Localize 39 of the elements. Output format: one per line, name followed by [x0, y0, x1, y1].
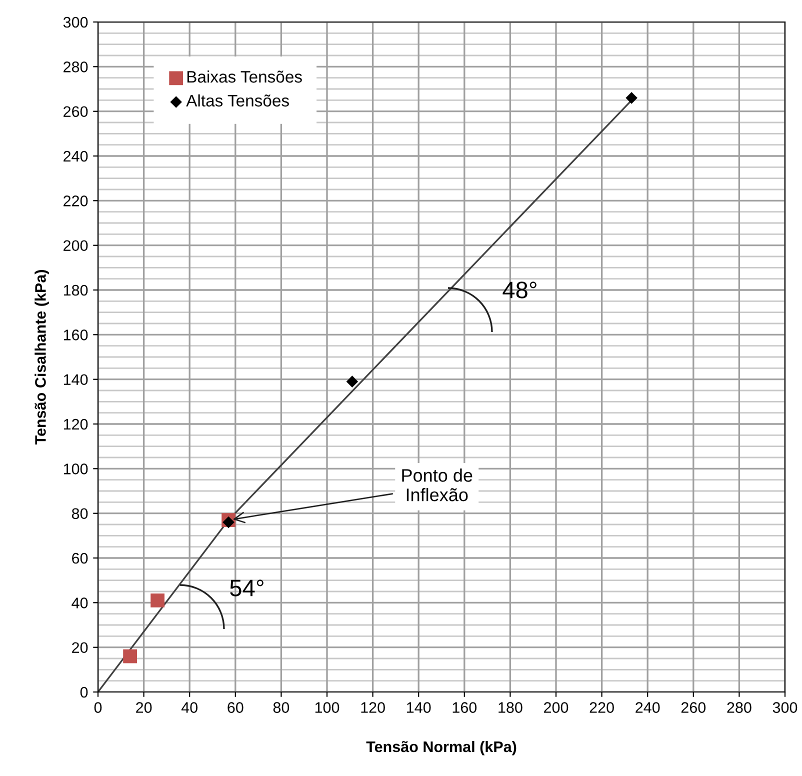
y-tick-label: 240 — [64, 150, 88, 162]
x-tick-label: 280 — [727, 702, 752, 713]
annotation: Ponto de Inflexão — [402, 468, 472, 502]
x-tick-label: 140 — [407, 702, 431, 713]
y-tick-label: 180 — [64, 284, 88, 296]
y-tick-label: 300 — [63, 16, 88, 28]
x-tick-label: 80 — [273, 702, 290, 713]
y-tick-label: 60 — [72, 552, 88, 564]
x-tick-label: 20 — [136, 702, 152, 713]
y-tick-label: 0 — [80, 686, 88, 698]
x-tick-label: 180 — [498, 702, 522, 713]
y-tick-label: 200 — [64, 240, 88, 252]
x-tick-label: 260 — [681, 702, 706, 713]
x-tick-label: 220 — [590, 702, 614, 713]
x-axis-title: Tensão Normal (kPa) — [366, 740, 516, 756]
y-tick-label: 20 — [72, 642, 88, 654]
y-tick-label: 40 — [72, 598, 88, 608]
x-tick-label: 40 — [181, 702, 198, 713]
annotation: 48° — [502, 282, 536, 298]
x-tick-label: 0 — [94, 702, 102, 713]
y-tick-label: 160 — [64, 330, 88, 340]
y-tick-label: 120 — [64, 418, 88, 430]
y-tick-label: 220 — [64, 196, 88, 206]
x-tick-label: 120 — [361, 702, 385, 713]
legend-label: Altas Tensões — [186, 94, 289, 107]
x-tick-label: 100 — [315, 702, 340, 713]
x-tick-label: 60 — [228, 702, 244, 713]
y-tick-label: 280 — [64, 62, 88, 72]
y-tick-label: 260 — [64, 106, 88, 118]
legend-label: Baixas Tensões — [187, 70, 302, 83]
y-tick-label: 80 — [72, 508, 88, 520]
x-tick-label: 200 — [544, 702, 568, 713]
y-tick-label: 140 — [64, 374, 88, 386]
y-tick-label: 100 — [64, 464, 88, 474]
x-tick-label: 300 — [772, 702, 798, 713]
y-axis-title: Tensão Cisalhante (kPa) — [34, 270, 49, 445]
annotation: 54° — [230, 580, 264, 596]
x-tick-label: 240 — [636, 702, 660, 713]
x-tick-label: 160 — [452, 702, 477, 713]
